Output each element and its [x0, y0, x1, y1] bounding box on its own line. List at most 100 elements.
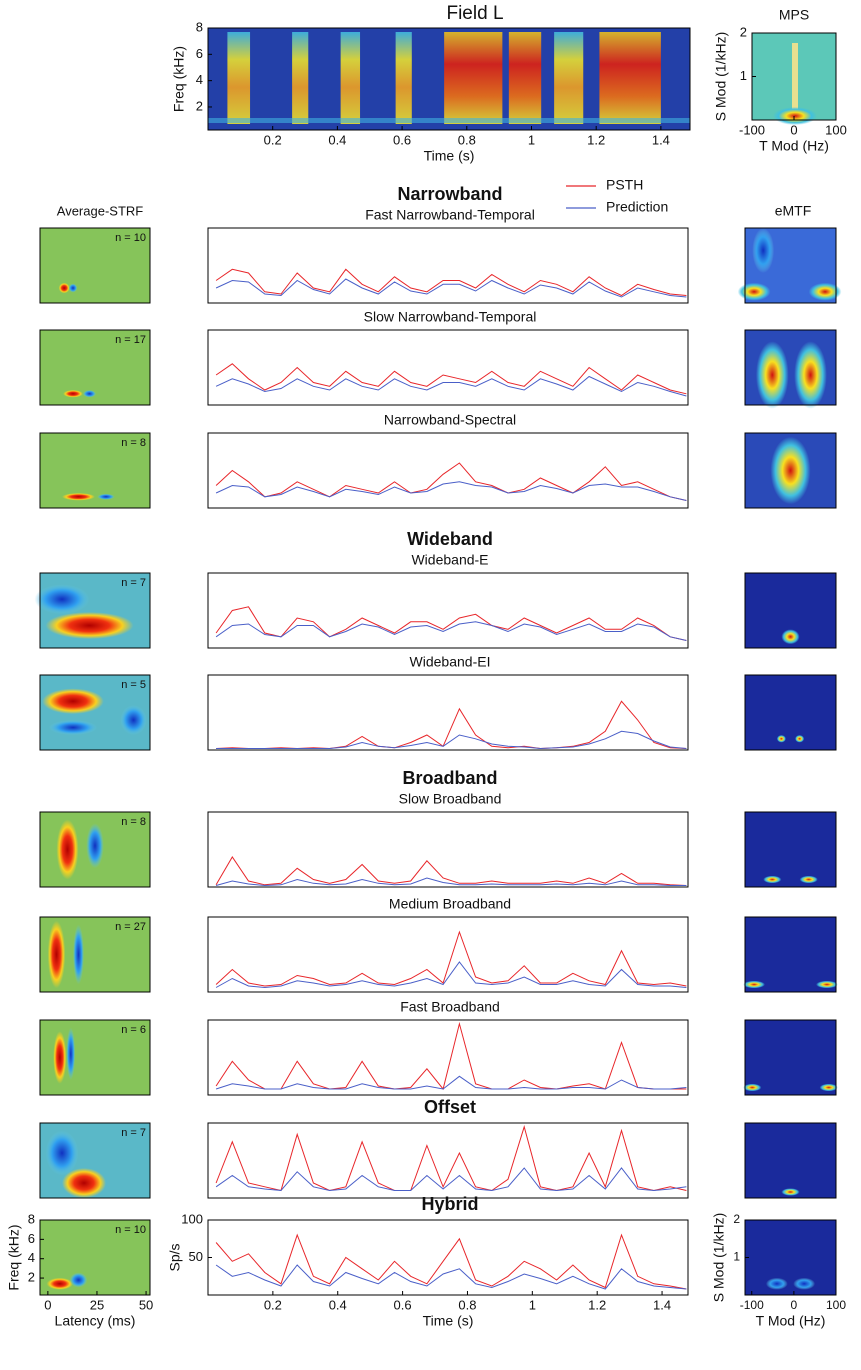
x-tick-label: 0.4: [329, 1297, 347, 1312]
y-tick-label: 100: [181, 1211, 203, 1226]
y-axis-label: S Mod (1/kHz): [711, 1213, 727, 1302]
syllable: [292, 32, 308, 124]
strf-blob: [73, 925, 84, 985]
x-tick-label: 0: [791, 1298, 798, 1312]
strf-blob: [83, 390, 96, 398]
emtf-image: [745, 675, 836, 750]
syllable: [227, 32, 250, 124]
emtf-blob: [756, 341, 789, 409]
x-axis-label: Time (s): [424, 148, 475, 164]
strf-blob: [97, 494, 115, 500]
noise-band: [208, 118, 690, 123]
emtf-image: [745, 812, 836, 887]
y-tick-label: 8: [196, 19, 203, 34]
emtf-blob: [809, 283, 842, 301]
emtf-blob: [794, 341, 827, 409]
strf-count: n = 5: [121, 679, 146, 691]
x-tick-label: 1.2: [588, 1297, 606, 1312]
psth-panel: [208, 228, 688, 303]
strf-blob: [66, 1028, 75, 1081]
y-tick-label: 2: [28, 1270, 35, 1285]
strf-blob: [46, 612, 134, 639]
emtf-blob: [777, 735, 786, 743]
x-tick-label: 25: [90, 1297, 104, 1312]
emtf-blob: [800, 876, 818, 884]
emtf-blob: [820, 1084, 838, 1092]
y-tick-label: 6: [28, 1231, 35, 1246]
y-tick-label: 6: [196, 46, 203, 61]
panel-title: Slow Broadband: [399, 791, 502, 807]
strf-blob: [62, 493, 95, 501]
panel-title: Medium Broadband: [389, 896, 511, 912]
emtf-blob: [738, 283, 771, 301]
psth-panel: [208, 330, 688, 405]
strf-blob: [57, 820, 79, 880]
syllable: [599, 32, 660, 124]
emtf-blob: [781, 1188, 799, 1196]
y-tick-label: 4: [196, 72, 203, 87]
emtf-blob: [763, 876, 781, 884]
strf-blob: [53, 1031, 66, 1084]
strf-count: n = 17: [115, 334, 146, 346]
x-tick-label: 0: [790, 122, 797, 137]
syllable: [444, 32, 502, 124]
syllable: [554, 32, 583, 124]
psth-panel: [208, 1123, 688, 1198]
panel-title: Narrowband-Spectral: [384, 412, 516, 428]
emtf-blob: [795, 735, 804, 743]
x-tick-label: 1.2: [587, 132, 605, 147]
panel-title: Fast Narrowband-Temporal: [365, 207, 535, 223]
emtf-blob: [743, 981, 765, 989]
y-tick-label: 2: [196, 98, 203, 113]
emtf-blob: [793, 1278, 815, 1290]
strf-blob: [63, 390, 83, 398]
strf-blob: [49, 720, 97, 735]
y-tick-label: 2: [740, 24, 747, 39]
x-tick-label: 100: [825, 122, 847, 137]
mps-ridge: [792, 43, 798, 118]
syllable: [509, 32, 541, 124]
x-tick-label: 1.4: [653, 1297, 671, 1312]
y-axis-label: Freq (kHz): [171, 46, 187, 112]
y-tick-label: 8: [28, 1211, 35, 1226]
psth-panel: [208, 917, 688, 992]
emtf-image: [745, 1123, 836, 1198]
strf-count: n = 10: [115, 232, 146, 244]
strf-blob: [70, 1273, 88, 1288]
y-tick-label: 4: [28, 1250, 35, 1265]
strf-blob: [46, 1131, 79, 1176]
emtf-blob: [766, 1278, 788, 1290]
strf-blob: [59, 283, 70, 294]
syllable: [396, 32, 412, 124]
group-title: Hybrid: [421, 1194, 478, 1214]
strf-count: n = 7: [121, 1127, 146, 1139]
psth-panel: [208, 1220, 688, 1295]
group-title: Wideband: [407, 529, 493, 549]
strf-blob: [47, 1278, 73, 1290]
x-tick-label: 0.2: [264, 132, 282, 147]
x-tick-label: 0.2: [264, 1297, 282, 1312]
strf-column-title: Average-STRF: [57, 203, 144, 218]
panel-title: Wideband-EI: [410, 654, 491, 670]
legend-label: PSTH: [606, 177, 643, 193]
y-axis-label: S Mod (1/kHz): [713, 32, 729, 121]
x-tick-label: 0.8: [458, 1297, 476, 1312]
emtf-blob: [816, 981, 838, 989]
syllable: [341, 32, 360, 124]
x-tick-label: 1: [529, 1297, 536, 1312]
figure: Field L MPS Average-STRF eMTF 0.20.40.60…: [0, 0, 861, 1370]
strf-count: n = 27: [115, 921, 146, 933]
strf-count: n = 8: [121, 816, 146, 828]
x-tick-label: 0.6: [393, 132, 411, 147]
x-tick-label: 0.8: [458, 132, 476, 147]
panel-title: Wideband-E: [411, 552, 488, 568]
emtf-blob: [770, 437, 810, 505]
y-axis-label: Sp/s: [167, 1243, 183, 1271]
mps-title: MPS: [779, 7, 809, 23]
strf-blob: [48, 921, 66, 989]
emtf-image: [745, 917, 836, 992]
y-tick-label: 50: [189, 1249, 203, 1264]
panel-title: Slow Narrowband-Temporal: [364, 309, 537, 325]
group-title: Narrowband: [397, 184, 502, 204]
x-tick-label: 1.4: [652, 132, 670, 147]
